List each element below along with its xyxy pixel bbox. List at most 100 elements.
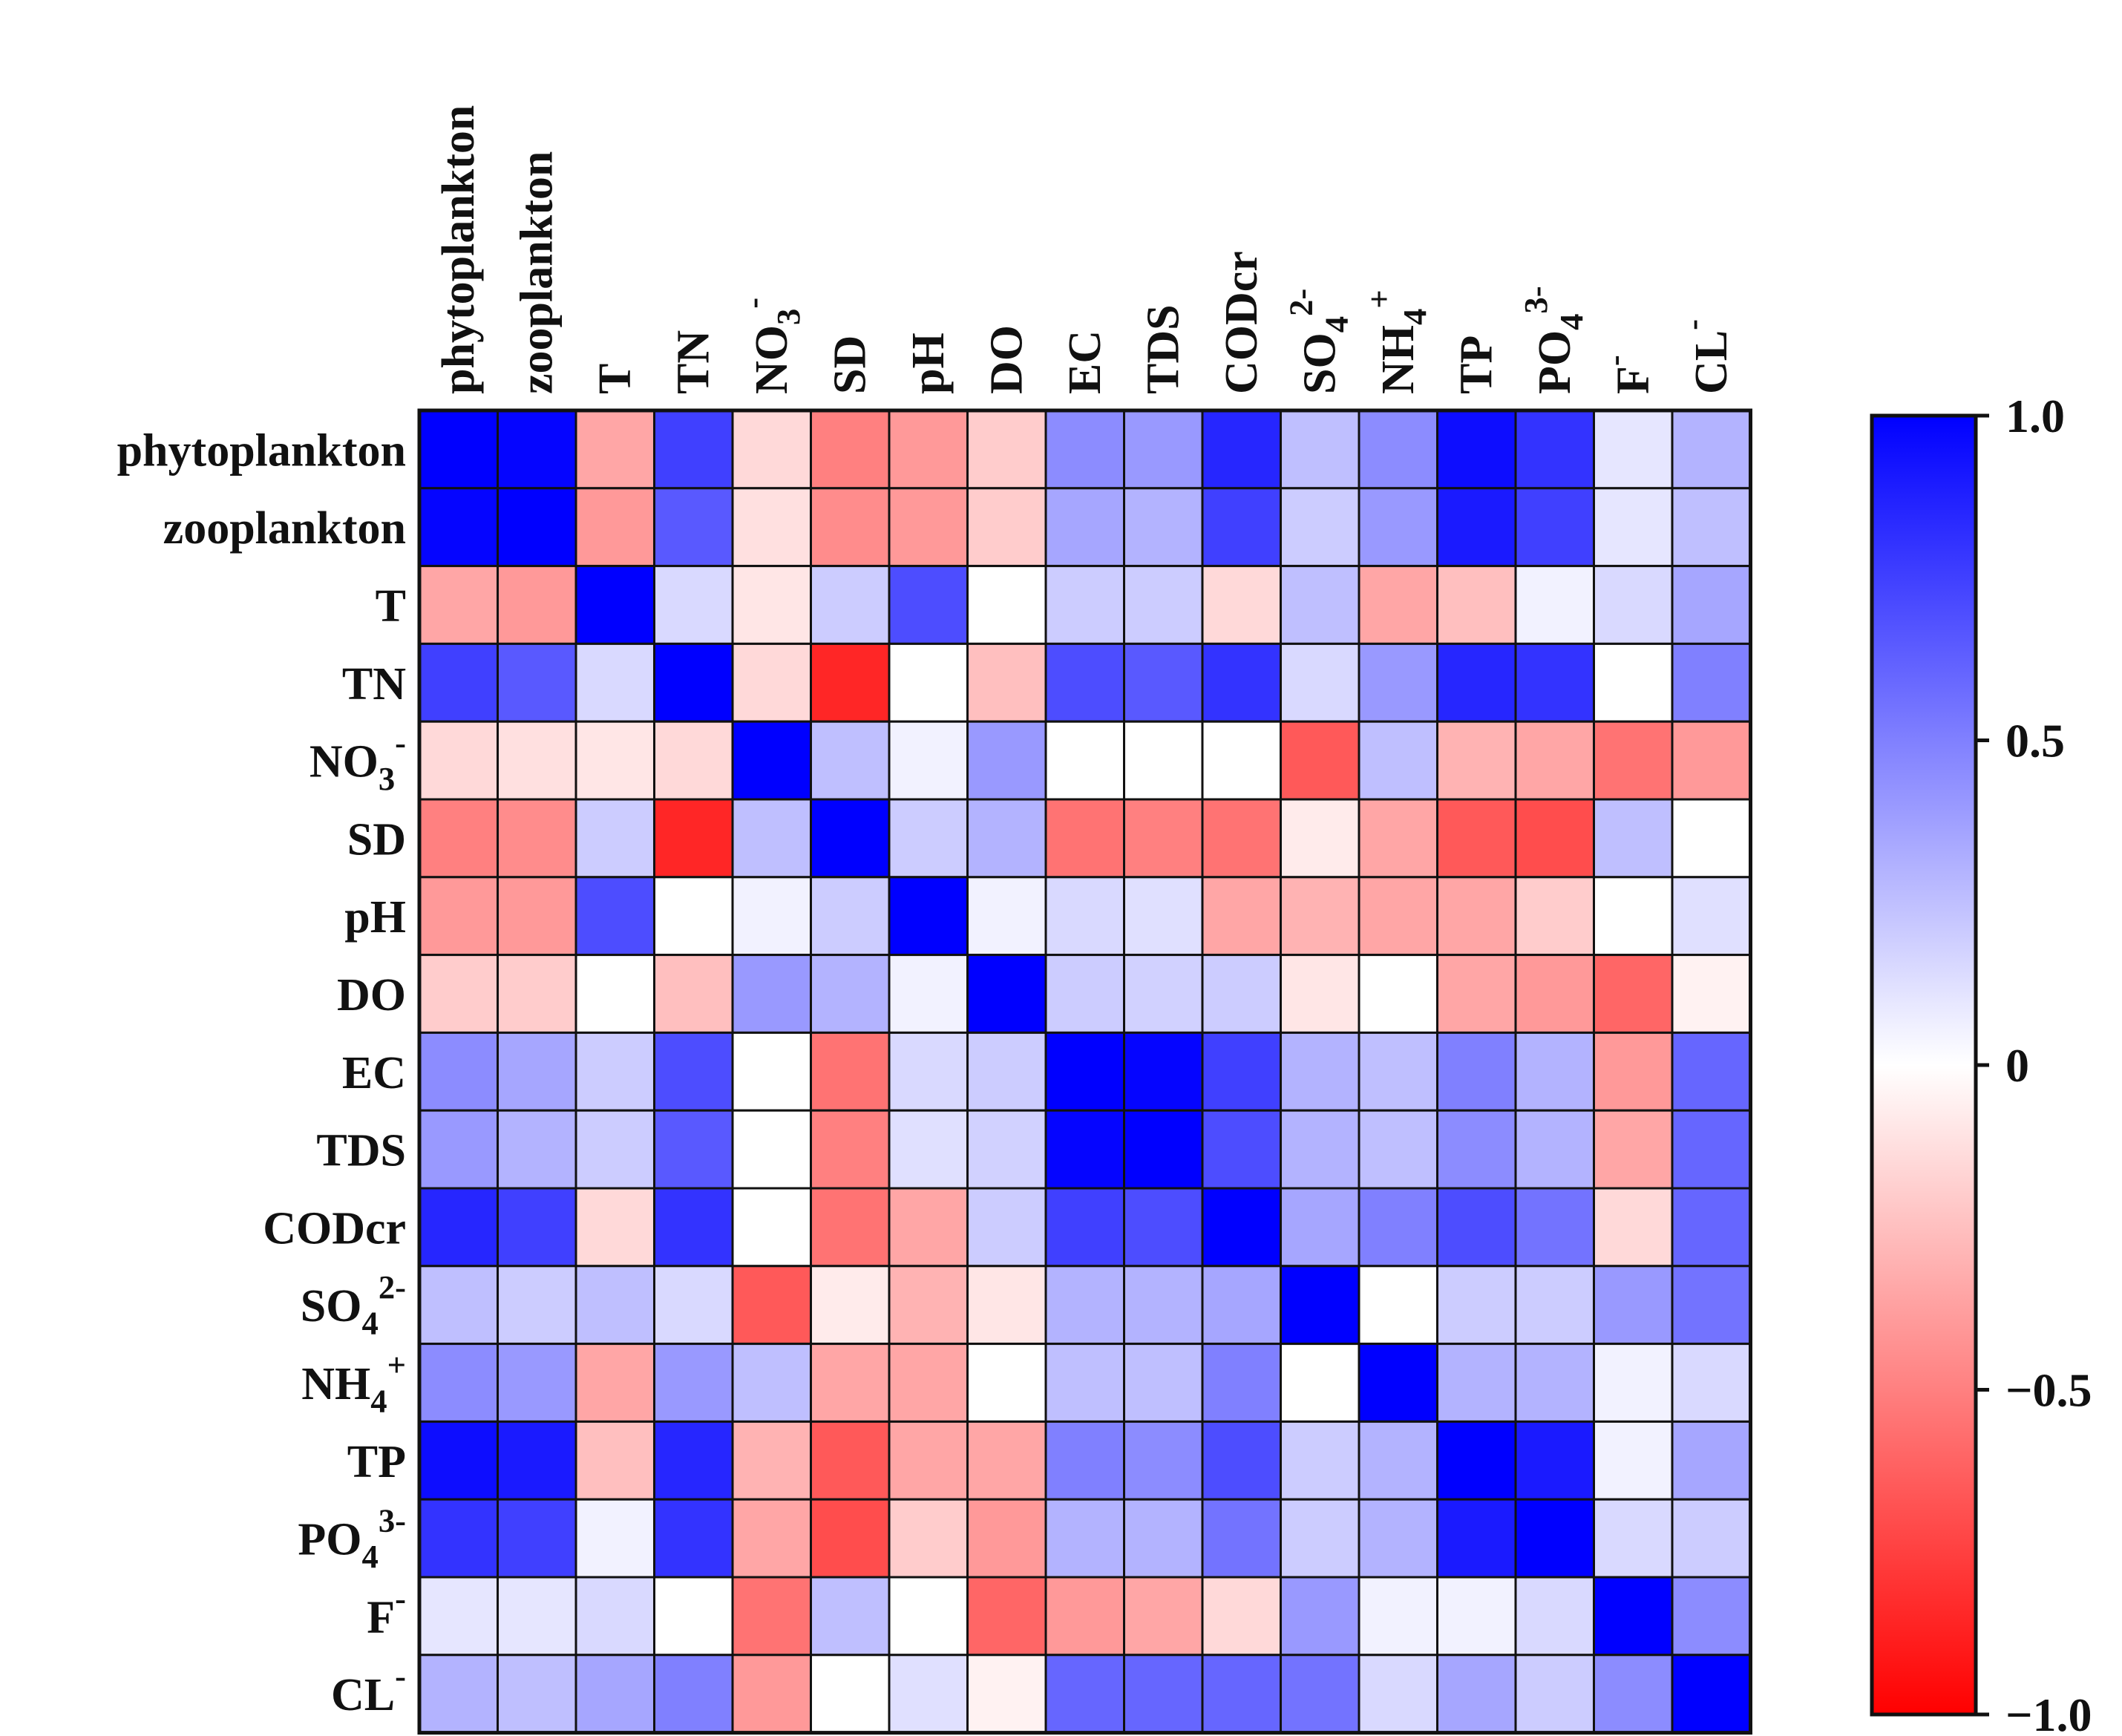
heatmap-cell (653, 1654, 734, 1735)
heatmap-cell (1280, 409, 1360, 490)
heatmap-cell (1280, 565, 1360, 645)
heatmap-cell (888, 1109, 969, 1190)
heatmap-cell (1123, 409, 1204, 490)
heatmap-cell (1044, 954, 1125, 1034)
heatmap-cell (653, 876, 734, 957)
heatmap-cell (1514, 642, 1595, 723)
heatmap-cell (1358, 565, 1438, 645)
heatmap-cell (653, 1265, 734, 1346)
heatmap-cell (1123, 1420, 1204, 1501)
heatmap-cell (888, 1265, 969, 1346)
column-label: phytoplankton (433, 105, 484, 394)
row-label: zooplankton (163, 503, 406, 554)
heatmap-cell (810, 1109, 891, 1190)
heatmap-cell (1593, 798, 1674, 879)
heatmap-cell (418, 798, 499, 879)
heatmap-cell (418, 1031, 499, 1112)
heatmap-cell (653, 1498, 734, 1579)
heatmap-cell (1123, 798, 1204, 879)
row-label: pH (344, 892, 406, 943)
heatmap-cell (418, 642, 499, 723)
heatmap-cell (1671, 1187, 1752, 1268)
heatmap-cell (1358, 1265, 1438, 1346)
column-label: CL- (1674, 319, 1737, 394)
heatmap-cell (810, 1031, 891, 1112)
heatmap-cell (1514, 409, 1595, 490)
row-label: SD (347, 814, 406, 865)
heatmap-cell (1123, 1498, 1204, 1579)
heatmap-cell (1201, 720, 1282, 801)
heatmap-cell (1280, 1265, 1360, 1346)
heatmap-cell (1201, 1109, 1282, 1190)
heatmap-cell (966, 1576, 1047, 1657)
heatmap-cell (1671, 409, 1752, 490)
heatmap-cell (1358, 409, 1438, 490)
heatmap-cell (731, 1343, 812, 1423)
heatmap-cell (1436, 1576, 1517, 1657)
heatmap-cell (888, 409, 969, 490)
heatmap-cell (888, 487, 969, 568)
heatmap-cell (731, 565, 812, 645)
heatmap-cell (497, 1654, 577, 1735)
row-label: T (376, 581, 406, 632)
heatmap-cell (1044, 1420, 1125, 1501)
heatmap-cell (574, 487, 655, 568)
heatmap-cell (497, 876, 577, 957)
heatmap-cell (1671, 1420, 1752, 1501)
heatmap-cell (1201, 1187, 1282, 1268)
heatmap-cell (418, 876, 499, 957)
heatmap-cell (418, 409, 499, 490)
heatmap-cell (731, 876, 812, 957)
heatmap-cell (1201, 1343, 1282, 1423)
heatmap-cell (1358, 1343, 1438, 1423)
heatmap-cell (497, 1109, 577, 1190)
heatmap-cell (966, 1031, 1047, 1112)
column-label: zooplankton (511, 151, 562, 394)
heatmap-cell (1671, 487, 1752, 568)
heatmap-cell (1593, 720, 1674, 801)
heatmap-cell (418, 487, 499, 568)
heatmap-cell (1514, 876, 1595, 957)
heatmap-cell (574, 1109, 655, 1190)
heatmap-cell (1436, 565, 1517, 645)
heatmap-cell (1123, 1109, 1204, 1190)
heatmap-cell (1593, 1420, 1674, 1501)
heatmap-cell (1280, 1420, 1360, 1501)
colorbar-tick-label: 0 (2005, 1039, 2029, 1092)
heatmap-cell (1671, 1109, 1752, 1190)
heatmap-cell (497, 1265, 577, 1346)
heatmap-cell (1671, 1343, 1752, 1423)
column-label: TDS (1138, 304, 1188, 394)
heatmap-cell (1436, 954, 1517, 1034)
heatmap-cell (731, 1576, 812, 1657)
heatmap-cell (1671, 876, 1752, 957)
heatmap-cell (966, 487, 1047, 568)
heatmap-cell (1436, 642, 1517, 723)
heatmap-cell (574, 720, 655, 801)
heatmap-cell (1593, 1187, 1674, 1268)
heatmap-cell (1593, 487, 1674, 568)
heatmap-cell (653, 954, 734, 1034)
heatmap-cell (1358, 1420, 1438, 1501)
heatmap-cell (810, 487, 891, 568)
heatmap-cell (1593, 1109, 1674, 1190)
heatmap-cell (1436, 1343, 1517, 1423)
heatmap-cell (1280, 954, 1360, 1034)
heatmap-cell (810, 954, 891, 1034)
heatmap-cell (574, 1498, 655, 1579)
heatmap-cell (888, 876, 969, 957)
heatmap-cell (653, 1109, 734, 1190)
heatmap-cell (497, 1576, 577, 1657)
heatmap-cell (574, 1265, 655, 1346)
heatmap-cell (731, 798, 812, 879)
heatmap-cell (1280, 1187, 1360, 1268)
heatmap-cell (1436, 876, 1517, 957)
heatmap-cell (418, 720, 499, 801)
heatmap-cell (1358, 1498, 1438, 1579)
heatmap-cell (1280, 1498, 1360, 1579)
column-label: PO43- (1517, 286, 1590, 394)
heatmap-cell (1593, 1498, 1674, 1579)
heatmap-cell (1044, 409, 1125, 490)
heatmap-cell (574, 798, 655, 879)
heatmap-cell (1280, 1109, 1360, 1190)
